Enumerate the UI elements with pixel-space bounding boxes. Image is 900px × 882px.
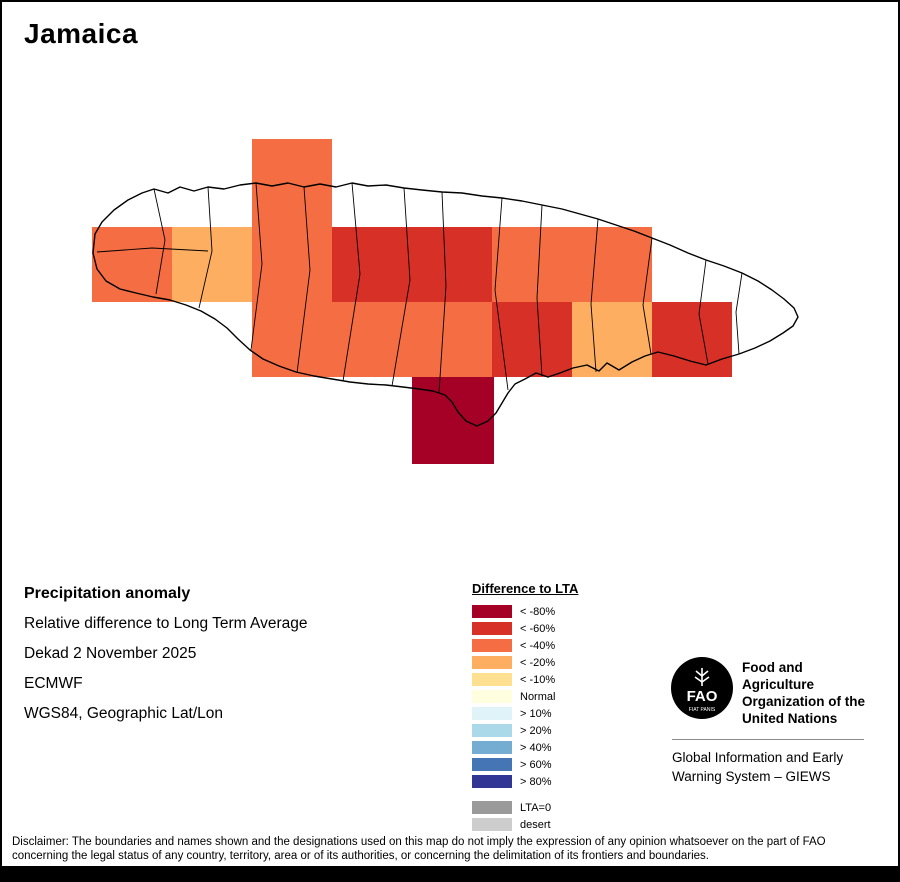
fao-logo-text: FAO bbox=[687, 688, 718, 705]
disclaimer-line: concerning the legal status of any count… bbox=[12, 850, 709, 862]
page-title: Jamaica bbox=[24, 18, 139, 49]
org-name-line: United Nations bbox=[742, 711, 838, 726]
info-source-line: ECMWF bbox=[24, 675, 83, 692]
map-cells bbox=[2, 2, 898, 562]
anomaly-cell bbox=[492, 227, 572, 302]
legend-label: < -80% bbox=[520, 605, 556, 618]
legend-swatch bbox=[472, 690, 512, 703]
parish-boundaries bbox=[96, 182, 743, 394]
legend-swatch bbox=[472, 707, 512, 720]
legend-row: > 20% bbox=[472, 722, 578, 739]
anomaly-cell bbox=[652, 302, 732, 377]
legend-label: < -20% bbox=[520, 656, 556, 669]
legend-entries: < -80% < -60% < -40% < -20% < -10% Normal > 10… bbox=[472, 603, 578, 790]
legend-swatch bbox=[472, 724, 512, 737]
legend-swatch bbox=[472, 656, 512, 669]
anomaly-cell bbox=[172, 227, 252, 302]
info-projection-line: WGS84, Geographic Lat/Lon bbox=[24, 705, 224, 722]
legend-label: > 10% bbox=[520, 707, 552, 720]
giews-tagline-line: Warning System – GIEWS bbox=[672, 769, 831, 784]
legend-swatch bbox=[472, 758, 512, 771]
anomaly-cell bbox=[252, 227, 332, 302]
legend: Difference to LTA < -80% < -60% < -40% < -2… bbox=[472, 581, 578, 833]
legend-row: > 10% bbox=[472, 705, 578, 722]
anomaly-cell bbox=[572, 227, 652, 302]
legend-label: > 80% bbox=[520, 775, 552, 788]
legend-row: > 80% bbox=[472, 773, 578, 790]
info-dekad-line: Dekad 2 November 2025 bbox=[24, 645, 197, 662]
legend-swatch bbox=[472, 673, 512, 686]
legend-label: < -10% bbox=[520, 673, 556, 686]
anomaly-cell bbox=[252, 139, 332, 227]
org-divider bbox=[672, 739, 864, 740]
disclaimer-text: Disclaimer: The boundaries and names sho… bbox=[12, 835, 826, 863]
jamaica-coastline bbox=[92, 182, 799, 427]
legend-row: < -10% bbox=[472, 671, 578, 688]
legend-row: < -40% bbox=[472, 637, 578, 654]
legend-row: desert bbox=[472, 816, 578, 833]
legend-swatch bbox=[472, 775, 512, 788]
legend-swatch bbox=[472, 741, 512, 754]
anomaly-cell bbox=[492, 302, 572, 377]
fao-branding: FAO FIAT PANIS Food and Agriculture Orga… bbox=[670, 656, 875, 796]
legend-label: < -60% bbox=[520, 622, 556, 635]
giews-tagline-line: Global Information and Early bbox=[672, 750, 844, 765]
legend-label: < -40% bbox=[520, 639, 556, 652]
legend-swatch bbox=[472, 605, 512, 618]
legend-row: LTA=0 bbox=[472, 799, 578, 816]
legend-swatch bbox=[472, 801, 512, 814]
legend-row: > 60% bbox=[472, 756, 578, 773]
footer-bar bbox=[2, 866, 898, 880]
anomaly-cell bbox=[92, 227, 172, 302]
info-product-line: Relative difference to Long Term Average bbox=[24, 615, 308, 632]
legend-label: Normal bbox=[520, 690, 556, 703]
info-heading: Precipitation anomaly bbox=[24, 585, 191, 602]
org-name: Food and Agriculture Organization of the… bbox=[742, 659, 875, 727]
org-name-line: Food and Agriculture bbox=[742, 660, 815, 692]
legend-row: < -80% bbox=[472, 603, 578, 620]
wheat-icon bbox=[694, 668, 710, 686]
anomaly-cell bbox=[412, 227, 492, 302]
fao-logo: FAO FIAT PANIS bbox=[670, 656, 734, 720]
legend-swatch bbox=[472, 818, 512, 831]
legend-row: < -20% bbox=[472, 654, 578, 671]
anomaly-cell bbox=[252, 302, 332, 377]
giews-tagline: Global Information and Early Warning Sys… bbox=[672, 748, 843, 786]
legend-swatch bbox=[472, 639, 512, 652]
legend-row: Normal bbox=[472, 688, 578, 705]
fao-logo-motto: FIAT PANIS bbox=[689, 707, 716, 713]
legend-row: > 40% bbox=[472, 739, 578, 756]
legend-title: Difference to LTA bbox=[472, 581, 579, 596]
map-info-block: Precipitation anomaly Relative differenc… bbox=[24, 584, 308, 735]
disclaimer-line: Disclaimer: The boundaries and names sho… bbox=[12, 836, 826, 848]
legend-label: LTA=0 bbox=[520, 801, 552, 814]
fao-logo-icon: FAO FIAT PANIS bbox=[671, 657, 733, 719]
anomaly-cell bbox=[572, 302, 652, 377]
legend-label: desert bbox=[520, 818, 551, 831]
legend-swatch bbox=[472, 622, 512, 635]
anomaly-cell bbox=[412, 302, 492, 377]
legend-label: > 20% bbox=[520, 724, 552, 737]
legend-label: > 60% bbox=[520, 758, 552, 771]
map-outline-svg bbox=[92, 182, 799, 427]
anomaly-cell bbox=[332, 227, 412, 302]
legend-extra-entries: LTA=0 desert bbox=[472, 799, 578, 833]
legend-row: < -60% bbox=[472, 620, 578, 637]
org-name-line: Organization of the bbox=[742, 694, 865, 709]
anomaly-cell bbox=[412, 377, 494, 464]
legend-label: > 40% bbox=[520, 741, 552, 754]
